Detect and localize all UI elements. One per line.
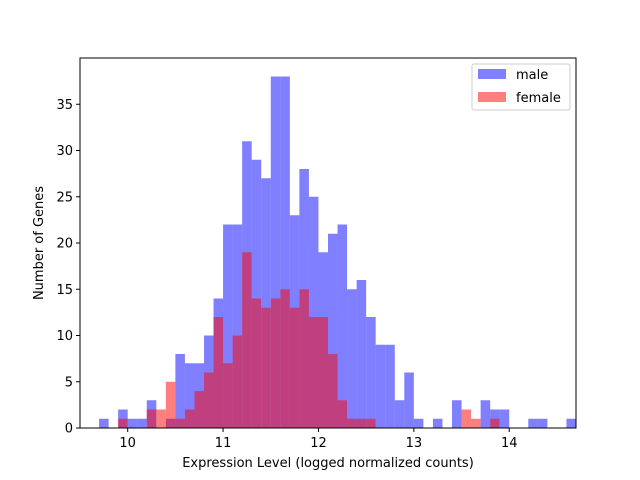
bar-female-25	[337, 400, 348, 428]
bar-female-26	[347, 418, 357, 428]
bar-female-15	[242, 252, 252, 428]
bar-female-19	[280, 289, 290, 428]
bar-male-29	[375, 344, 386, 428]
bar-male-9	[184, 363, 195, 428]
bar-female-28	[366, 418, 376, 428]
legend-label-male: male	[516, 68, 548, 83]
bar-male-19	[280, 76, 290, 428]
bar-female-8	[175, 418, 185, 428]
bar-male-16	[251, 159, 262, 428]
bar-male-14	[232, 224, 243, 428]
y-tick-label-0: 0	[65, 422, 73, 437]
bar-male-32	[404, 372, 414, 428]
bar-male-35	[432, 418, 443, 428]
legend-swatch-female	[478, 92, 506, 102]
x-axis-label: Expression Level (logged normalized coun…	[182, 456, 474, 471]
bar-female-14	[232, 335, 243, 428]
y-tick-label-35: 35	[56, 98, 73, 113]
legend: male female	[471, 63, 571, 111]
x-tick-label-13: 13	[406, 436, 423, 451]
x-tick-label-11: 11	[215, 436, 232, 451]
bar-male-30	[385, 344, 395, 428]
bar-female-10	[194, 391, 204, 428]
bars-layer	[99, 76, 576, 428]
bar-male-25	[337, 224, 348, 428]
bar-male-26	[347, 289, 357, 428]
bar-female-9	[184, 409, 195, 428]
bar-male-31	[394, 400, 405, 428]
x-tick-label-10: 10	[119, 436, 136, 451]
bar-female-16	[251, 298, 262, 428]
bar-female-11	[204, 372, 214, 428]
bar-male-27	[356, 280, 367, 428]
bar-male-40	[480, 400, 491, 428]
bar-female-20	[289, 307, 300, 428]
bar-female-41	[490, 418, 500, 428]
bar-female-5	[146, 409, 157, 428]
bar-male-28	[366, 317, 376, 428]
bar-male-45	[528, 418, 538, 428]
bar-male-49	[566, 418, 576, 428]
bar-male-17	[261, 178, 271, 428]
y-tick-label-10: 10	[56, 329, 73, 344]
bar-female-38	[461, 409, 472, 428]
y-tick-label-5: 5	[65, 375, 73, 390]
bar-female-17	[261, 307, 271, 428]
x-tick-label-14: 14	[501, 436, 518, 451]
legend-label-female: female	[516, 91, 561, 106]
bar-female-12	[213, 317, 224, 428]
bar-female-6	[156, 409, 166, 428]
y-tick-label-25: 25	[56, 190, 73, 205]
bar-male-3	[127, 418, 138, 428]
bar-male-46	[537, 418, 548, 428]
bar-male-0	[99, 418, 109, 428]
y-axis-ticks: 0 5 10 15 20 25 30 35	[56, 98, 80, 437]
y-tick-label-15: 15	[56, 283, 73, 298]
bar-female-22	[308, 317, 319, 428]
bar-female-21	[299, 289, 309, 428]
bar-male-33	[413, 418, 424, 428]
y-tick-label-20: 20	[56, 237, 73, 252]
y-tick-label-30: 30	[56, 144, 73, 159]
bar-male-22	[308, 196, 319, 428]
bar-male-42	[499, 409, 510, 428]
bar-female-18	[270, 298, 281, 428]
bar-female-2	[118, 418, 128, 428]
bar-male-37	[452, 400, 462, 428]
bar-female-7	[165, 381, 176, 428]
bar-female-39	[471, 418, 481, 428]
bar-male-13	[223, 224, 233, 428]
legend-swatch-male	[478, 69, 506, 79]
bar-female-13	[223, 363, 233, 428]
bar-female-23	[318, 317, 328, 428]
bar-male-4	[137, 418, 147, 428]
x-axis-ticks: 10 11 12 13 14	[119, 428, 518, 451]
bar-female-24	[328, 354, 338, 428]
bar-female-27	[356, 418, 367, 428]
bar-male-8	[175, 354, 185, 428]
bar-male-18	[270, 76, 281, 428]
y-axis-label: Number of Genes	[32, 186, 47, 300]
x-tick-label-12: 12	[310, 436, 327, 451]
bar-male-24	[328, 233, 338, 428]
